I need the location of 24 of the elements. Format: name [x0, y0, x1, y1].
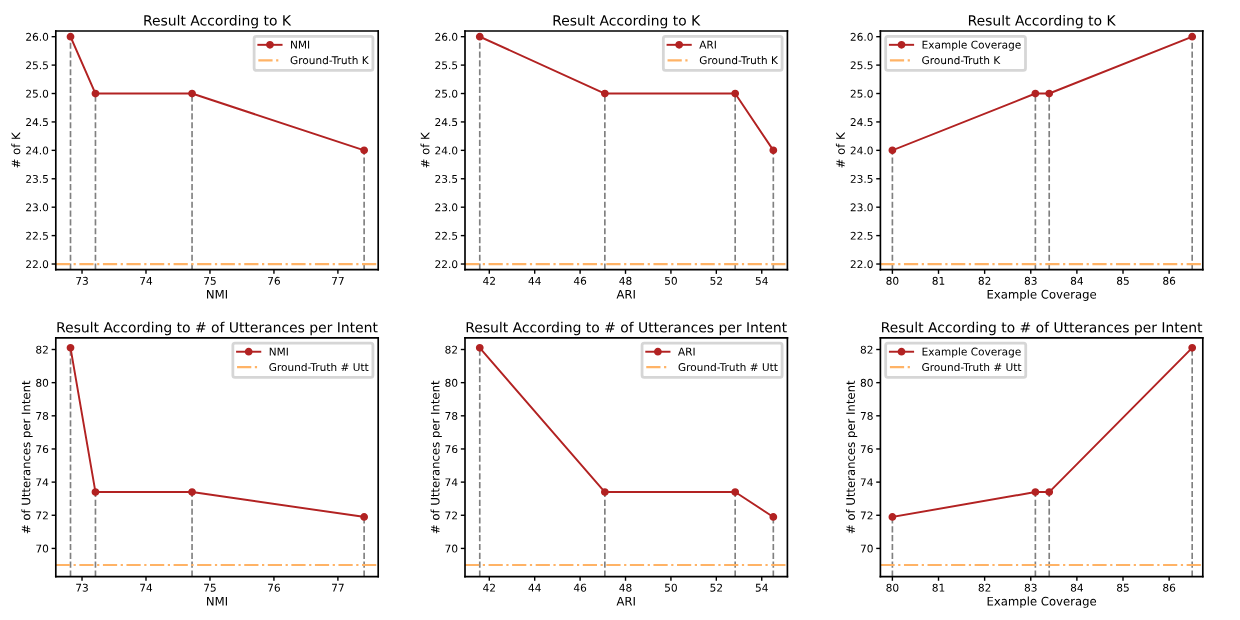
- point: [1045, 488, 1054, 496]
- point: [475, 32, 484, 41]
- point: [188, 488, 196, 496]
- point: [91, 488, 100, 496]
- point: [731, 89, 740, 98]
- point: [91, 89, 100, 98]
- point: [66, 343, 75, 352]
- point: [888, 146, 897, 155]
- point: [769, 146, 778, 155]
- point: [360, 513, 369, 521]
- point: [1188, 343, 1197, 352]
- point: [475, 343, 484, 352]
- point: [66, 32, 75, 41]
- point: [731, 488, 740, 496]
- point: [888, 513, 897, 521]
- point: [188, 89, 196, 98]
- point: [600, 89, 609, 98]
- point: [1031, 89, 1040, 98]
- point: [1045, 89, 1054, 98]
- point: [600, 488, 609, 496]
- point: [769, 513, 778, 521]
- point: [1188, 32, 1197, 41]
- point: [1031, 488, 1040, 496]
- point: [360, 146, 369, 155]
